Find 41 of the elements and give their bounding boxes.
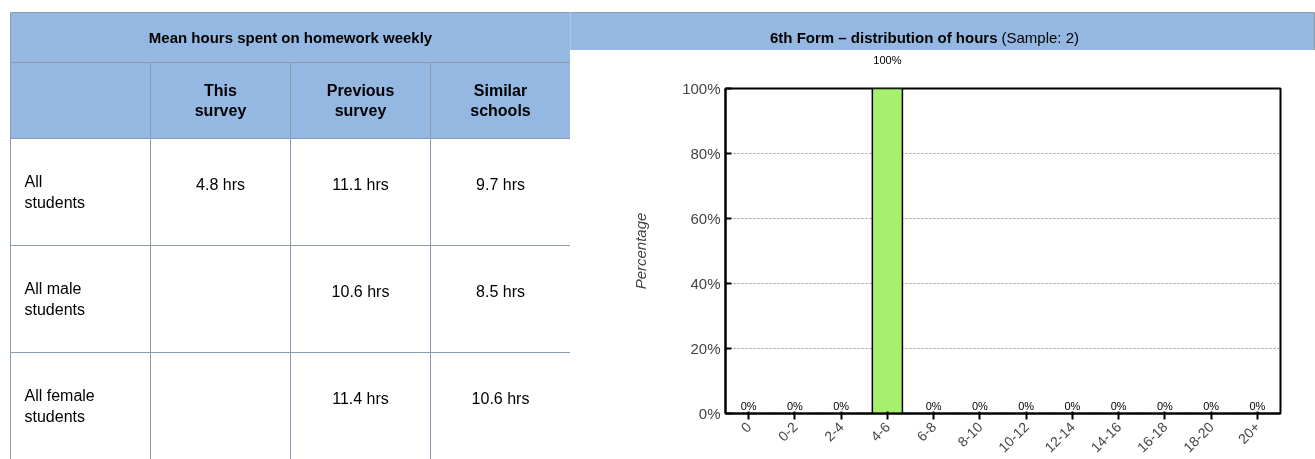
x-tick-label: 20+ bbox=[1234, 418, 1264, 447]
data-label: 10.6 hrs bbox=[331, 282, 390, 300]
chart-title: 6th Form – distribution of hours bbox=[770, 29, 998, 46]
data-label: 0% bbox=[833, 399, 850, 412]
data-label: 11.1 hrs bbox=[332, 175, 389, 193]
y-tick-label: All male students bbox=[24, 280, 85, 318]
data-label: 100% bbox=[873, 53, 902, 66]
y-tick-label: 60% bbox=[690, 210, 721, 227]
data-label: 0% bbox=[786, 399, 804, 412]
data-label: 8.5 hrs bbox=[476, 282, 525, 300]
data-label: 4.8 hrs bbox=[196, 175, 245, 193]
data-label: 0% bbox=[1064, 399, 1081, 412]
chart-subtitle: (Sample: 2) bbox=[1001, 29, 1080, 46]
x-tick-label: 4-6 bbox=[867, 418, 894, 445]
data-label: 0% bbox=[925, 399, 942, 412]
data-label: 9.7 hrs bbox=[476, 175, 525, 193]
x-tick-label: 6-8 bbox=[913, 418, 940, 445]
y-tick-label: 20% bbox=[690, 340, 721, 357]
x-tick-label: Previous survey bbox=[326, 81, 395, 120]
data-label: 0% bbox=[1110, 399, 1127, 412]
data-label: 0% bbox=[740, 399, 757, 412]
y-tick-label: All female students bbox=[24, 387, 95, 425]
data-label: 0% bbox=[971, 399, 989, 412]
data-label: 11.4 hrs bbox=[332, 389, 389, 407]
y-tick-label: 0% bbox=[698, 405, 721, 422]
x-tick-label: This survey bbox=[194, 81, 247, 120]
y-tick-label: 100% bbox=[682, 80, 721, 97]
y-tick-label: 80% bbox=[690, 145, 721, 162]
chart-title: Mean hours spent on homework weekly bbox=[148, 29, 433, 46]
data-label: 0% bbox=[1156, 399, 1174, 412]
data-label: 0% bbox=[1203, 399, 1220, 412]
x-tick-label: Similar schools bbox=[470, 81, 531, 120]
data-label: 0% bbox=[1018, 399, 1035, 412]
y-tick-label: All students bbox=[24, 173, 85, 211]
y-axis-title: Percentage bbox=[632, 212, 650, 290]
data-label: 10.6 hrs bbox=[471, 389, 530, 407]
x-tick-label: 0 bbox=[737, 418, 755, 436]
x-tick-label: 0-2 bbox=[774, 418, 801, 445]
data-label: 0% bbox=[1249, 399, 1266, 412]
y-tick-label: 40% bbox=[690, 275, 721, 292]
x-tick-label: 2-4 bbox=[821, 418, 847, 445]
